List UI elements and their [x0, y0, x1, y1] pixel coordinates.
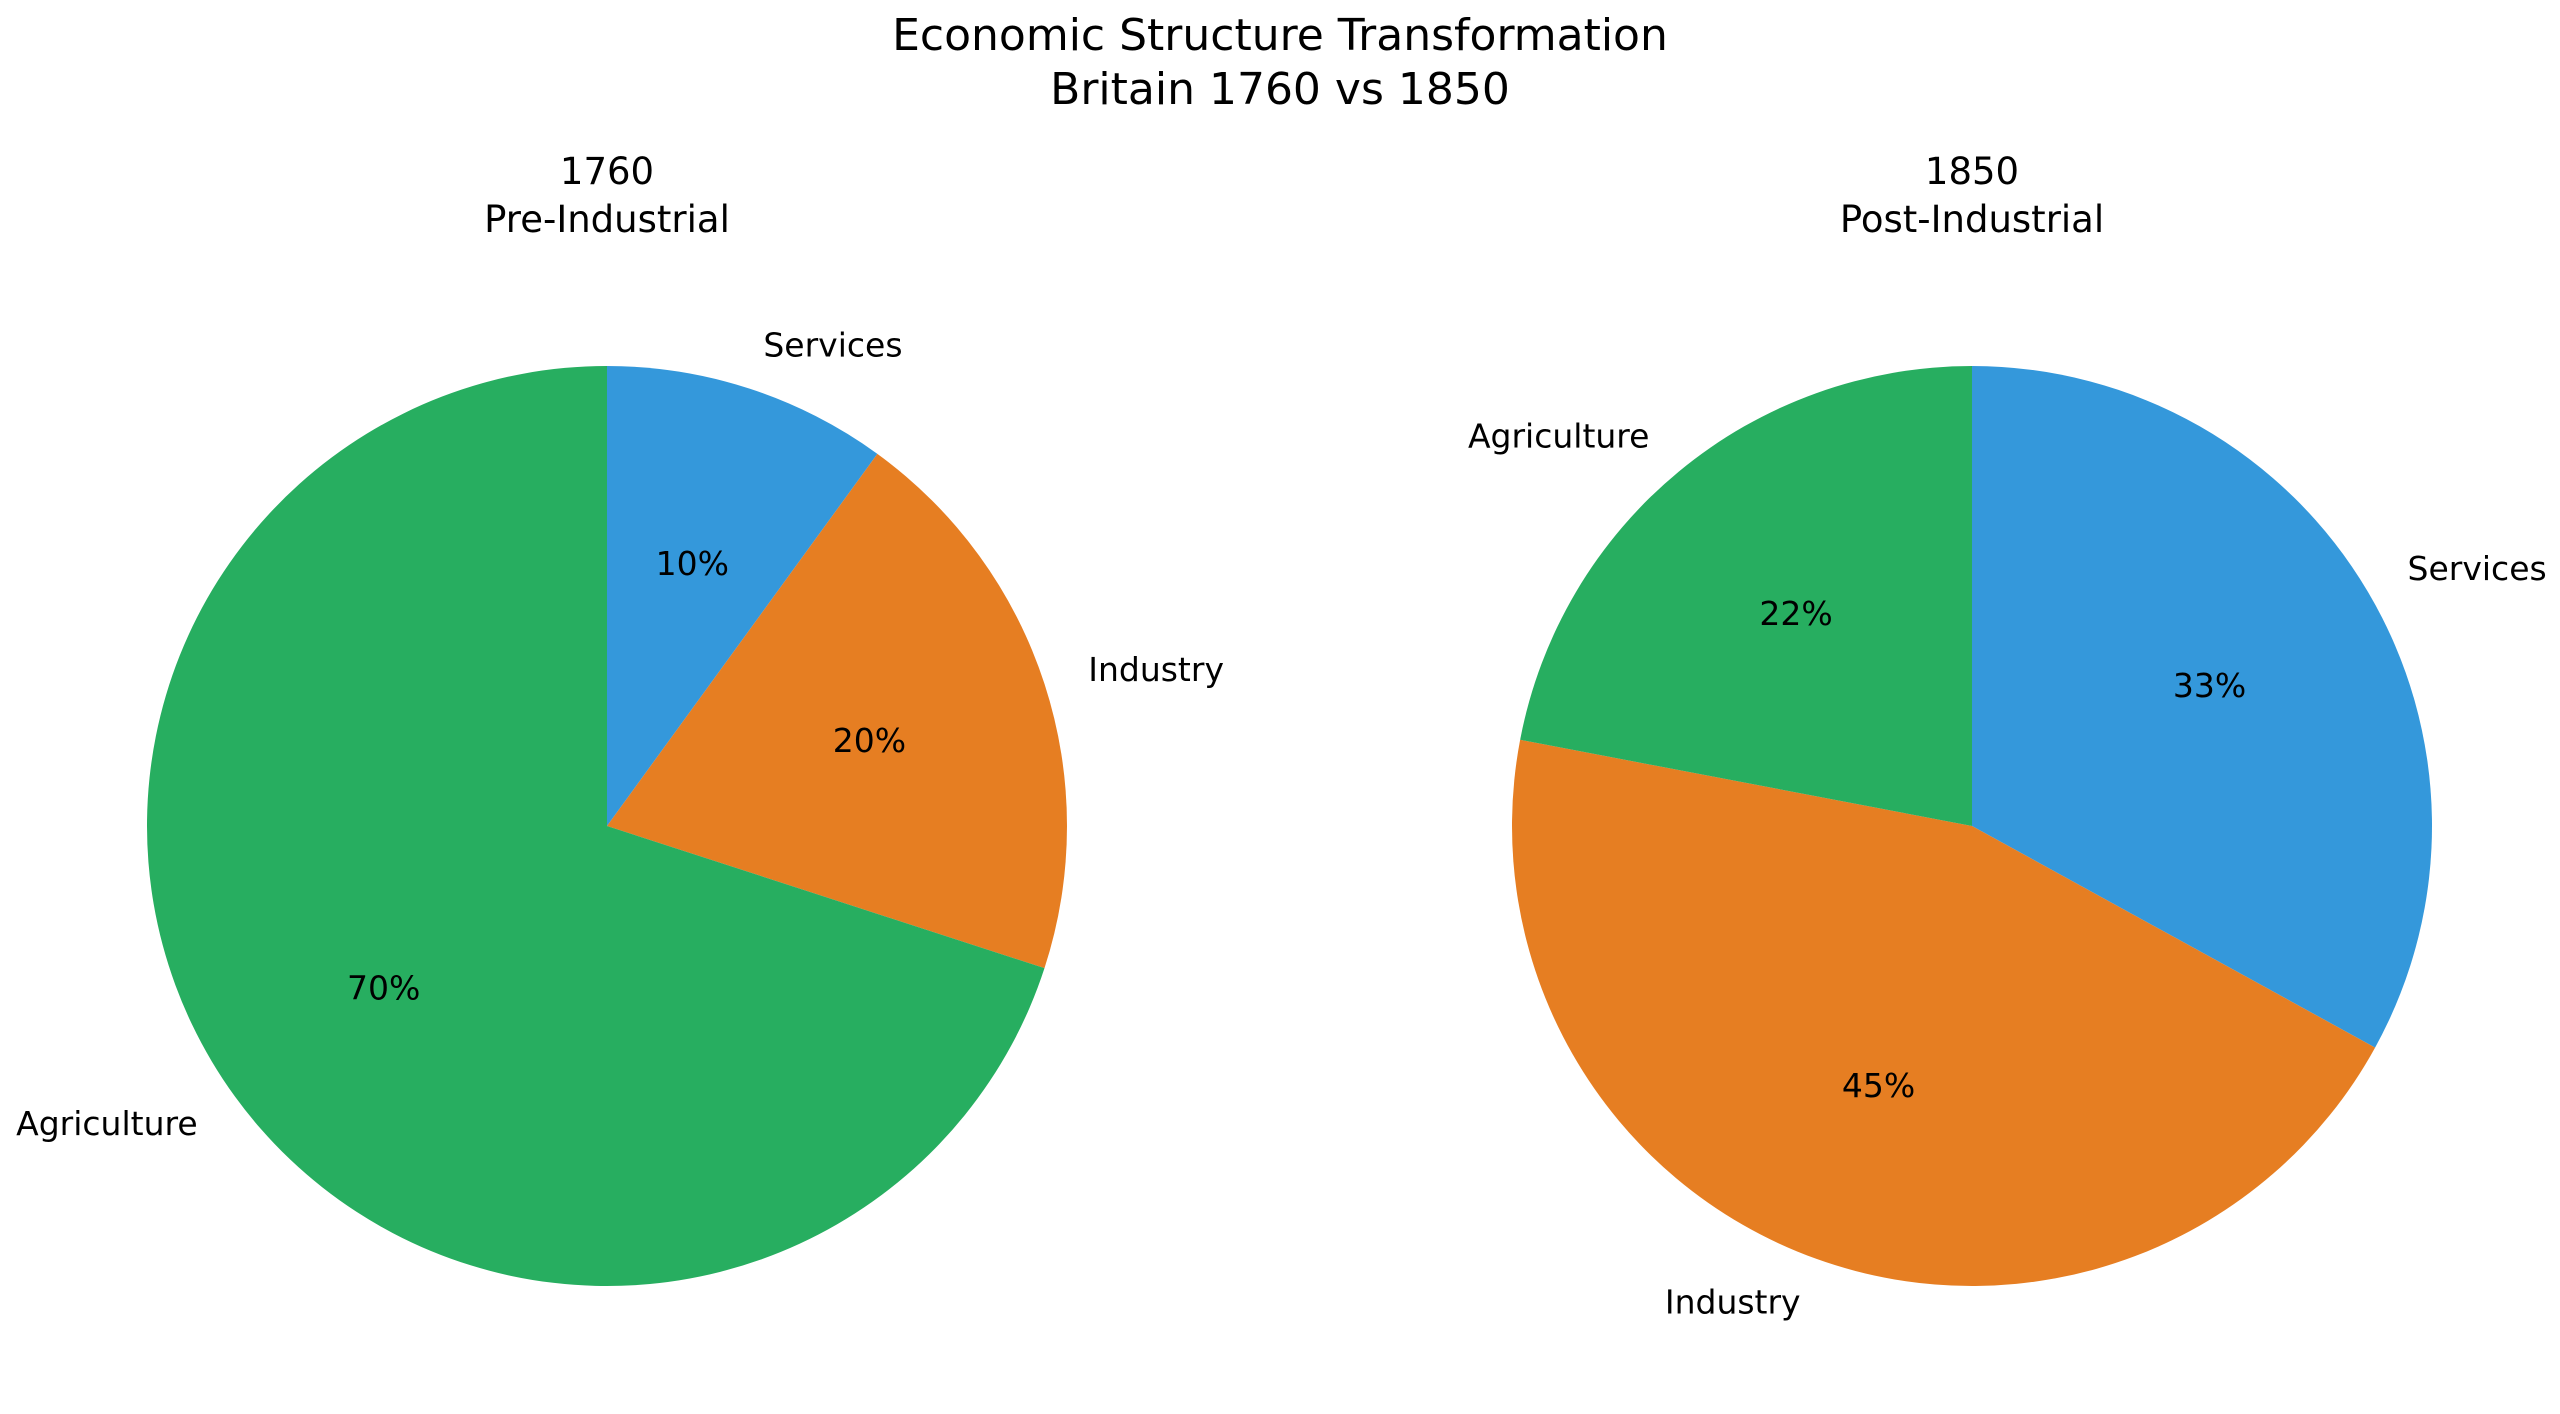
- pie-1: Services 10% Industry 20% Agriculture 70%: [16, 325, 1224, 1287]
- pie-1-label-services: Services: [763, 325, 902, 364]
- pie-1-subtitle: Pre-Industrial: [484, 198, 730, 241]
- pie-2-pct-agriculture: 22%: [1759, 594, 1832, 633]
- pie-1-slice-industry: [607, 453, 1067, 969]
- pie-2-slice-industry: [1511, 739, 2376, 1286]
- pie-2-label-agriculture: Agriculture: [1468, 417, 1649, 456]
- pie-2-pct-industry: 45%: [1842, 1066, 1915, 1105]
- pie-2-title: 1850: [1924, 150, 2020, 193]
- pie-2-label-industry: Industry: [1665, 1283, 1801, 1322]
- pie-2-pct-services: 33%: [2173, 666, 2246, 705]
- pie-1-label-agriculture: Agriculture: [16, 1104, 197, 1143]
- pie-1-pct-agriculture: 70%: [347, 969, 420, 1008]
- pie-1-label-industry: Industry: [1088, 650, 1224, 689]
- pie-2-label-services: Services: [2408, 549, 2547, 588]
- pie-1-slice-services: [607, 366, 878, 826]
- pie-1-pct-services: 10%: [656, 544, 729, 583]
- pie-2-slice-services: [1972, 366, 2432, 1048]
- figure-subtitle: Britain 1760 vs 1850: [1050, 64, 1510, 115]
- figure-title: Economic Structure Transformation: [892, 10, 1668, 61]
- pie-1-pct-industry: 20%: [833, 721, 906, 760]
- pie-2: Services 33% Industry 45% Agriculture 22%: [1468, 366, 2547, 1322]
- pie-2-subtitle: Post-Industrial: [1839, 198, 2105, 241]
- pie-1-slice-agriculture: [146, 366, 1045, 1287]
- pie-1-title: 1760: [559, 150, 655, 193]
- pie-2-slice-agriculture: [1520, 366, 1972, 826]
